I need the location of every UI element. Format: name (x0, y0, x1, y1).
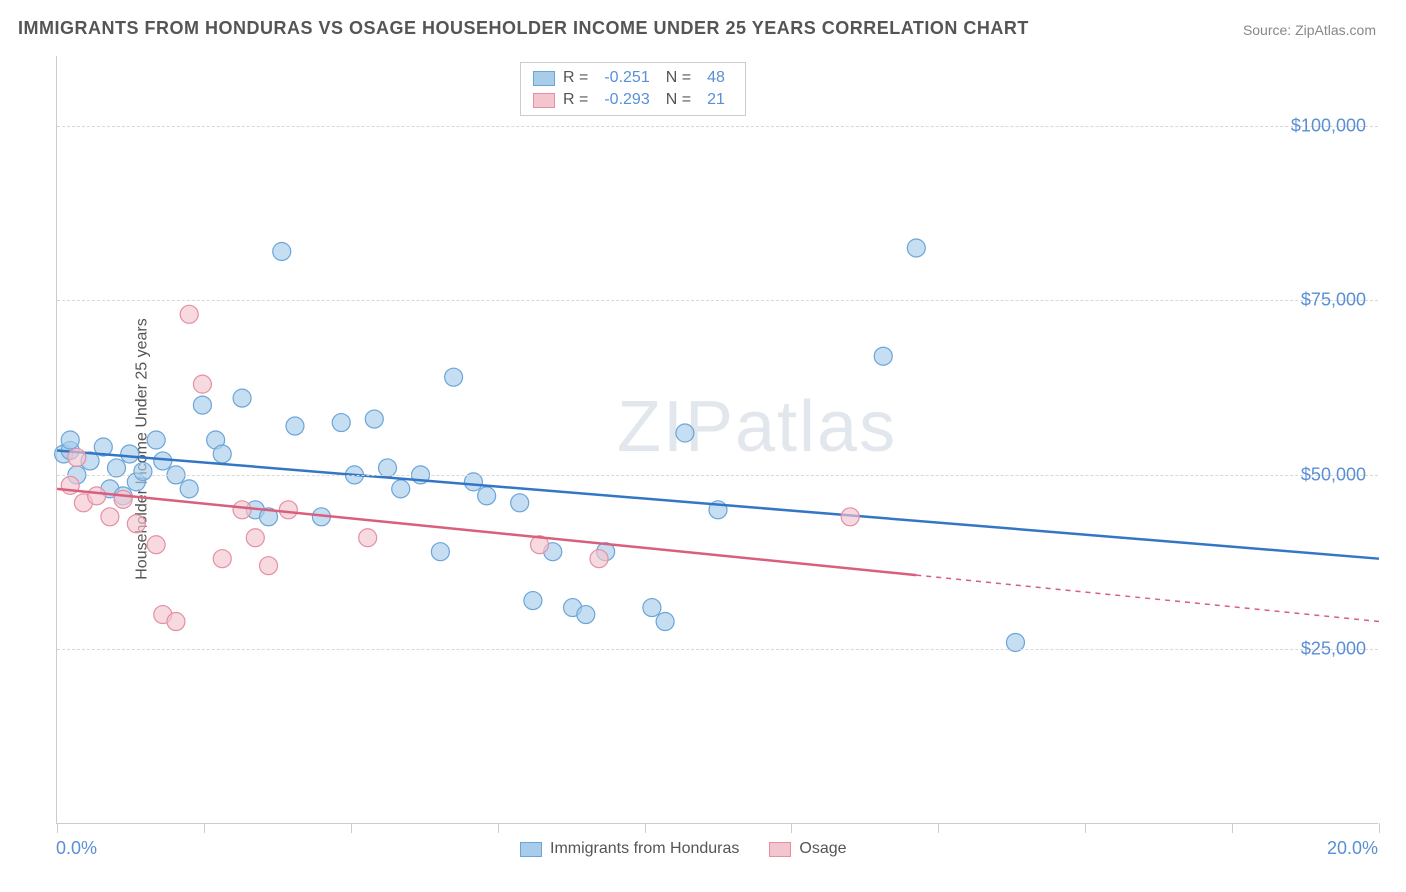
x-tick (1085, 823, 1086, 833)
scatter-point-osage (279, 501, 297, 519)
scatter-point-honduras (445, 368, 463, 386)
stats-n-label: N = (666, 69, 691, 87)
scatter-point-honduras (643, 599, 661, 617)
scatter-point-osage (193, 375, 211, 393)
scatter-point-honduras (213, 445, 231, 463)
chart-plot-area: ZIPatlas $25,000$50,000$75,000$100,000 (56, 56, 1378, 824)
scatter-point-honduras (121, 445, 139, 463)
scatter-point-honduras (365, 410, 383, 428)
stats-r-value: -0.293 (604, 91, 649, 109)
scatter-point-honduras (286, 417, 304, 435)
scatter-point-osage (180, 305, 198, 323)
x-tick (351, 823, 352, 833)
scatter-point-osage (88, 487, 106, 505)
scatter-point-honduras (656, 613, 674, 631)
scatter-point-honduras (511, 494, 529, 512)
scatter-point-honduras (233, 389, 251, 407)
source-attribution: Source: ZipAtlas.com (1243, 22, 1376, 38)
x-tick (57, 823, 58, 833)
scatter-point-honduras (676, 424, 694, 442)
stats-r-label: R = (563, 91, 588, 109)
chart-title: IMMIGRANTS FROM HONDURAS VS OSAGE HOUSEH… (18, 18, 1029, 39)
grid-line (57, 475, 1378, 476)
scatter-point-honduras (61, 431, 79, 449)
scatter-point-osage (167, 613, 185, 631)
trend-line-dashed-osage (916, 575, 1379, 621)
x-axis-min-label: 0.0% (56, 838, 97, 859)
scatter-point-osage (246, 529, 264, 547)
x-tick (204, 823, 205, 833)
scatter-point-osage (101, 508, 119, 526)
scatter-point-honduras (431, 543, 449, 561)
scatter-point-honduras (273, 242, 291, 260)
stats-n-value: 48 (707, 69, 725, 87)
stats-row-osage: R = -0.293 N = 21 (533, 89, 733, 111)
y-tick-label: $50,000 (1301, 464, 1366, 485)
x-tick (938, 823, 939, 833)
stats-r-label: R = (563, 69, 588, 87)
legend-swatch-osage (769, 842, 791, 857)
stats-legend-box: R = -0.251 N = 48 R = -0.293 N = 21 (520, 62, 746, 116)
scatter-point-osage (359, 529, 377, 547)
scatter-point-honduras (478, 487, 496, 505)
x-tick (1379, 823, 1380, 833)
scatter-point-honduras (332, 414, 350, 432)
scatter-point-osage (147, 536, 165, 554)
x-tick (498, 823, 499, 833)
scatter-point-osage (260, 557, 278, 575)
x-axis-max-label: 20.0% (1327, 838, 1378, 859)
scatter-point-honduras (193, 396, 211, 414)
scatter-svg (57, 56, 1378, 823)
stats-n-label: N = (666, 91, 691, 109)
scatter-point-honduras (134, 462, 152, 480)
grid-line (57, 300, 1378, 301)
scatter-point-osage (213, 550, 231, 568)
scatter-point-osage (233, 501, 251, 519)
legend-swatch-honduras (520, 842, 542, 857)
stats-row-honduras: R = -0.251 N = 48 (533, 67, 733, 89)
legend-item-osage: Osage (769, 840, 846, 858)
scatter-point-honduras (907, 239, 925, 257)
legend-label: Immigrants from Honduras (550, 840, 739, 858)
scatter-point-honduras (180, 480, 198, 498)
scatter-point-honduras (154, 452, 172, 470)
scatter-point-osage (841, 508, 859, 526)
legend-swatch-honduras (533, 71, 555, 86)
y-tick-label: $75,000 (1301, 290, 1366, 311)
scatter-point-honduras (874, 347, 892, 365)
grid-line (57, 126, 1378, 127)
stats-r-value: -0.251 (604, 69, 649, 87)
scatter-point-osage (68, 448, 86, 466)
scatter-point-honduras (147, 431, 165, 449)
legend-swatch-osage (533, 93, 555, 108)
scatter-point-honduras (577, 606, 595, 624)
scatter-point-honduras (524, 592, 542, 610)
scatter-point-osage (590, 550, 608, 568)
y-tick-label: $25,000 (1301, 639, 1366, 660)
scatter-point-osage (114, 490, 132, 508)
grid-line (57, 649, 1378, 650)
stats-n-value: 21 (707, 91, 725, 109)
scatter-point-osage (127, 515, 145, 533)
y-tick-label: $100,000 (1291, 115, 1366, 136)
x-tick (1232, 823, 1233, 833)
x-tick (791, 823, 792, 833)
series-legend: Immigrants from Honduras Osage (520, 840, 847, 858)
legend-label: Osage (799, 840, 846, 858)
x-tick (645, 823, 646, 833)
scatter-point-honduras (392, 480, 410, 498)
legend-item-honduras: Immigrants from Honduras (520, 840, 739, 858)
